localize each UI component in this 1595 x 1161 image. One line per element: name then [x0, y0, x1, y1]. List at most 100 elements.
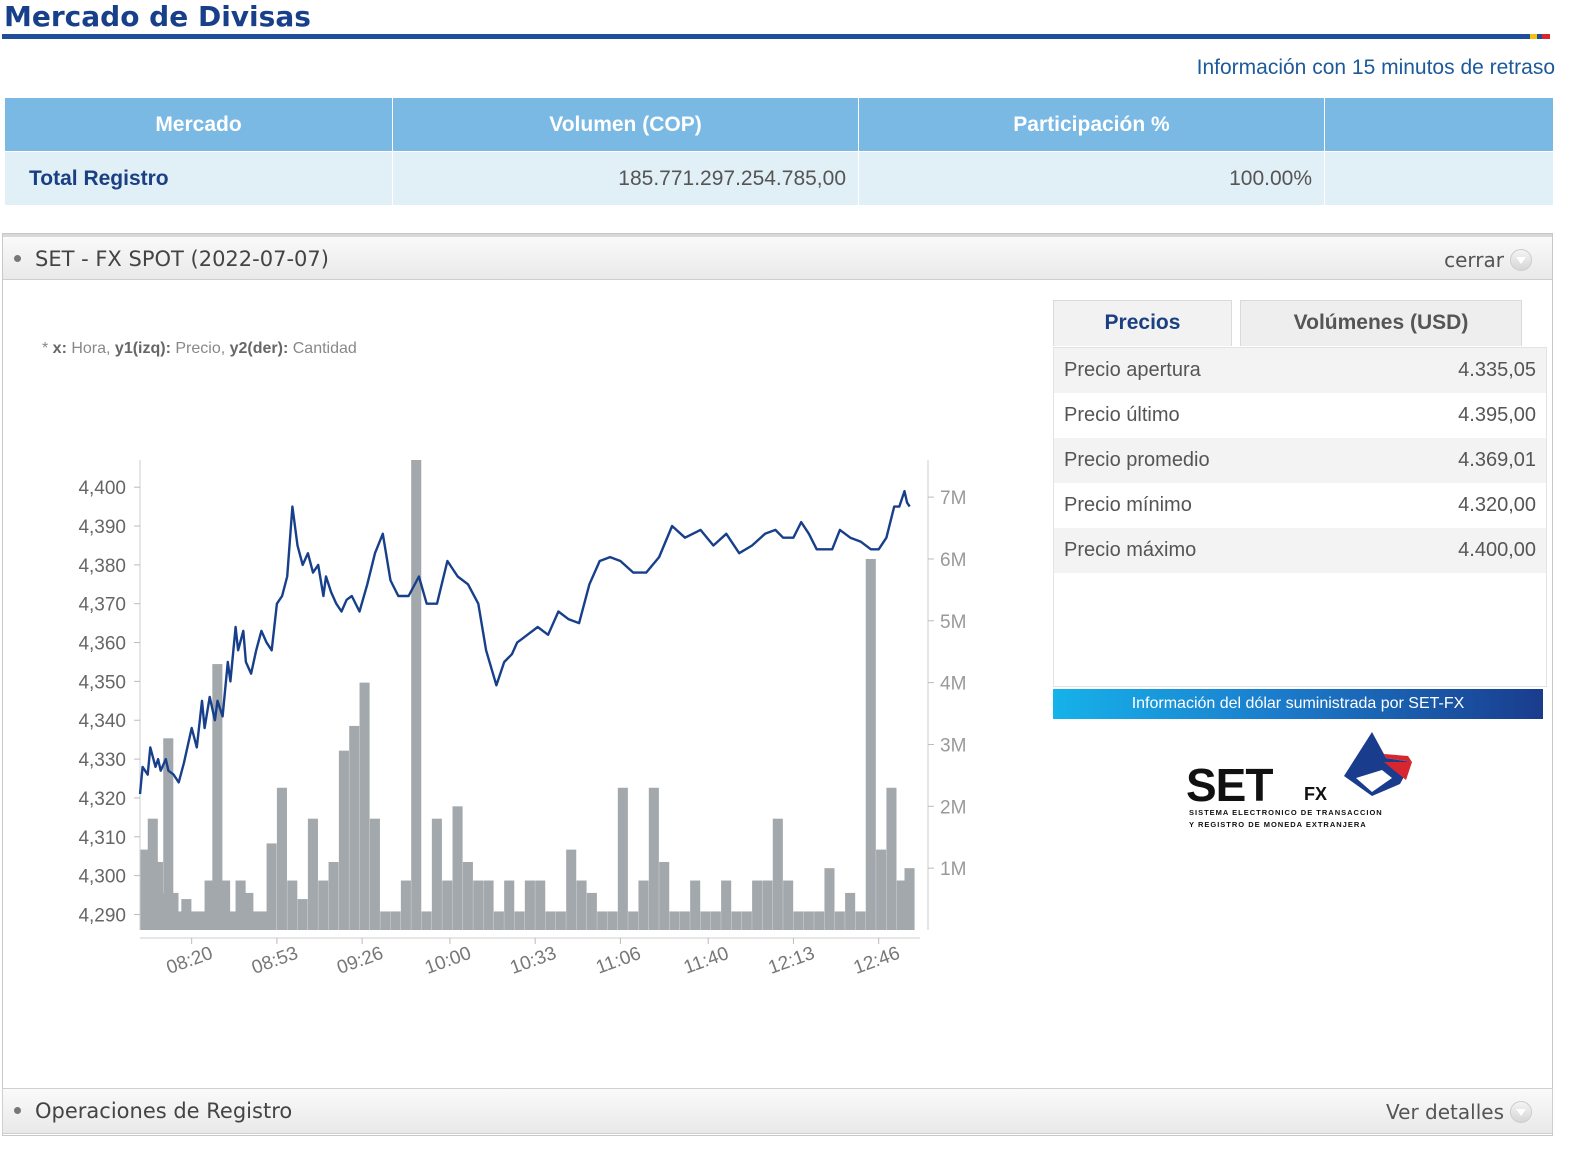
price-value: 4.400,00	[1458, 539, 1536, 561]
volume-bar	[535, 880, 546, 930]
volume-bar	[555, 911, 566, 930]
note-y1-desc: Precio,	[170, 340, 230, 357]
price-label: Precio promedio	[1064, 449, 1210, 471]
note-x-desc: Hora,	[66, 340, 115, 357]
volume-bar	[369, 818, 380, 930]
market-name: Total Registro	[4, 151, 393, 206]
volume-bar	[617, 787, 628, 930]
x-tick-label: 10:00	[422, 943, 474, 979]
y2-tick-label: 4M	[940, 674, 966, 695]
price-volume-chart: 4,290 4,300 4,310 4,320 4,330 4,340 4,350 4,360…	[78, 460, 966, 979]
volume-bar	[158, 892, 169, 930]
volume-bar	[318, 880, 329, 930]
volume-bar	[896, 880, 907, 930]
volume-bar	[814, 911, 825, 930]
y1-tick-label: 4,380	[78, 556, 126, 577]
volume-bar	[163, 738, 174, 930]
extra-cell	[1324, 151, 1554, 206]
flag-stripe-yellow	[1530, 34, 1537, 39]
price-row-maximo: Precio máximo 4.400,00	[1054, 528, 1546, 573]
volume-bar	[212, 664, 223, 930]
price-label: Precio mínimo	[1064, 494, 1192, 516]
volume-bar	[189, 911, 200, 930]
tab-precios[interactable]: Precios	[1053, 300, 1232, 346]
share-value: 100.00%	[858, 151, 1325, 206]
y2-tick-label: 1M	[940, 859, 966, 880]
volume-bar	[545, 911, 556, 930]
volume-bar	[473, 880, 484, 930]
x-tick-label: 08:53	[249, 943, 301, 979]
logo-sub: FX	[1304, 784, 1328, 804]
y2-tick-label: 2M	[940, 797, 966, 818]
volume-value: 185.771.297.254.785,00	[392, 151, 859, 206]
volume-bar	[462, 861, 473, 930]
price-value: 4.395,00	[1458, 404, 1536, 426]
price-label: Precio apertura	[1064, 359, 1201, 381]
volume-bar	[669, 911, 680, 930]
price-label: Precio máximo	[1064, 539, 1197, 561]
delay-notice: Información con 15 minutos de retraso	[1196, 56, 1555, 79]
price-value: 4.369,01	[1458, 449, 1536, 471]
volume-bar	[147, 818, 158, 930]
price-line	[138, 489, 911, 795]
volume-bar	[700, 911, 711, 930]
details-button[interactable]: Ver detalles	[1386, 1100, 1504, 1124]
volume-bar	[220, 880, 231, 930]
price-row-apertura: Precio apertura 4.335,05	[1054, 348, 1546, 393]
tab-bar: Precios Volúmenes (USD)	[1053, 300, 1547, 347]
volume-bar	[359, 682, 370, 930]
logo-tagline-2: Y REGISTRO DE MONEDA EXTRANJERA	[1189, 820, 1367, 829]
logo-word: SET	[1186, 759, 1273, 811]
volume-bar	[297, 899, 308, 930]
summary-table: Mercado Volumen (COP) Participación % To…	[4, 97, 1554, 206]
chevron-down-icon[interactable]	[1510, 249, 1532, 271]
title-underline	[2, 34, 1550, 39]
y1-tick-label: 4,390	[78, 517, 126, 538]
footer-title: Operaciones de Registro	[35, 1099, 293, 1123]
volume-bar	[721, 880, 732, 930]
volume-bar	[390, 911, 401, 930]
volume-bar	[452, 806, 463, 930]
panel-title: SET - FX SPOT (2022-07-07)	[35, 247, 329, 271]
page-title: Mercado de Divisas	[4, 0, 311, 33]
close-button[interactable]: cerrar	[1444, 248, 1504, 272]
panel-header[interactable]: SET - FX SPOT (2022-07-07) cerrar	[3, 234, 1552, 280]
volume-bar	[431, 818, 442, 930]
volume-bar	[904, 868, 915, 930]
volume-bar	[227, 911, 238, 930]
volume-bar	[287, 880, 298, 930]
volume-bar	[524, 880, 535, 930]
chart-note: * x: Hora, y1(izq): Precio, y2(der): Can…	[42, 340, 357, 357]
volume-bar	[514, 911, 525, 930]
y1-tick-label: 4,350	[78, 672, 126, 693]
y1-tick-label: 4,370	[78, 595, 126, 616]
price-list: Precio apertura 4.335,05 Precio último 4…	[1053, 347, 1547, 687]
volume-bar	[679, 911, 690, 930]
x-tick-label: 08:20	[164, 943, 216, 979]
volume-bar	[710, 911, 721, 930]
price-value: 4.335,05	[1458, 359, 1536, 381]
volume-bar	[876, 849, 887, 930]
volume-bar	[328, 861, 339, 930]
volume-bar	[834, 911, 845, 930]
tab-volumenes[interactable]: Volúmenes (USD)	[1240, 300, 1522, 346]
volume-bar	[731, 911, 742, 930]
chevron-down-icon[interactable]	[1510, 1101, 1532, 1123]
footer-panel-header[interactable]: Operaciones de Registro Ver detalles	[2, 1088, 1553, 1134]
y1-tick-label: 4,320	[78, 789, 126, 810]
volume-bar	[628, 911, 639, 930]
column-header-volume: Volumen (COP)	[392, 97, 859, 152]
x-tick-label: 11:40	[681, 943, 732, 979]
volume-bar	[586, 892, 597, 930]
price-value: 4.320,00	[1458, 494, 1536, 516]
y2-tick-label: 3M	[940, 735, 966, 756]
volume-bar	[824, 868, 835, 930]
volume-bar	[235, 880, 246, 930]
y1-tick-label: 4,330	[78, 750, 126, 771]
volume-bar	[607, 911, 618, 930]
volume-bar	[140, 849, 151, 930]
y2-tick-label: 7M	[940, 488, 966, 509]
volume-bar	[752, 880, 763, 930]
volume-bar	[251, 911, 262, 930]
set-fx-banner: Información del dólar suministrada por S…	[1053, 689, 1543, 719]
